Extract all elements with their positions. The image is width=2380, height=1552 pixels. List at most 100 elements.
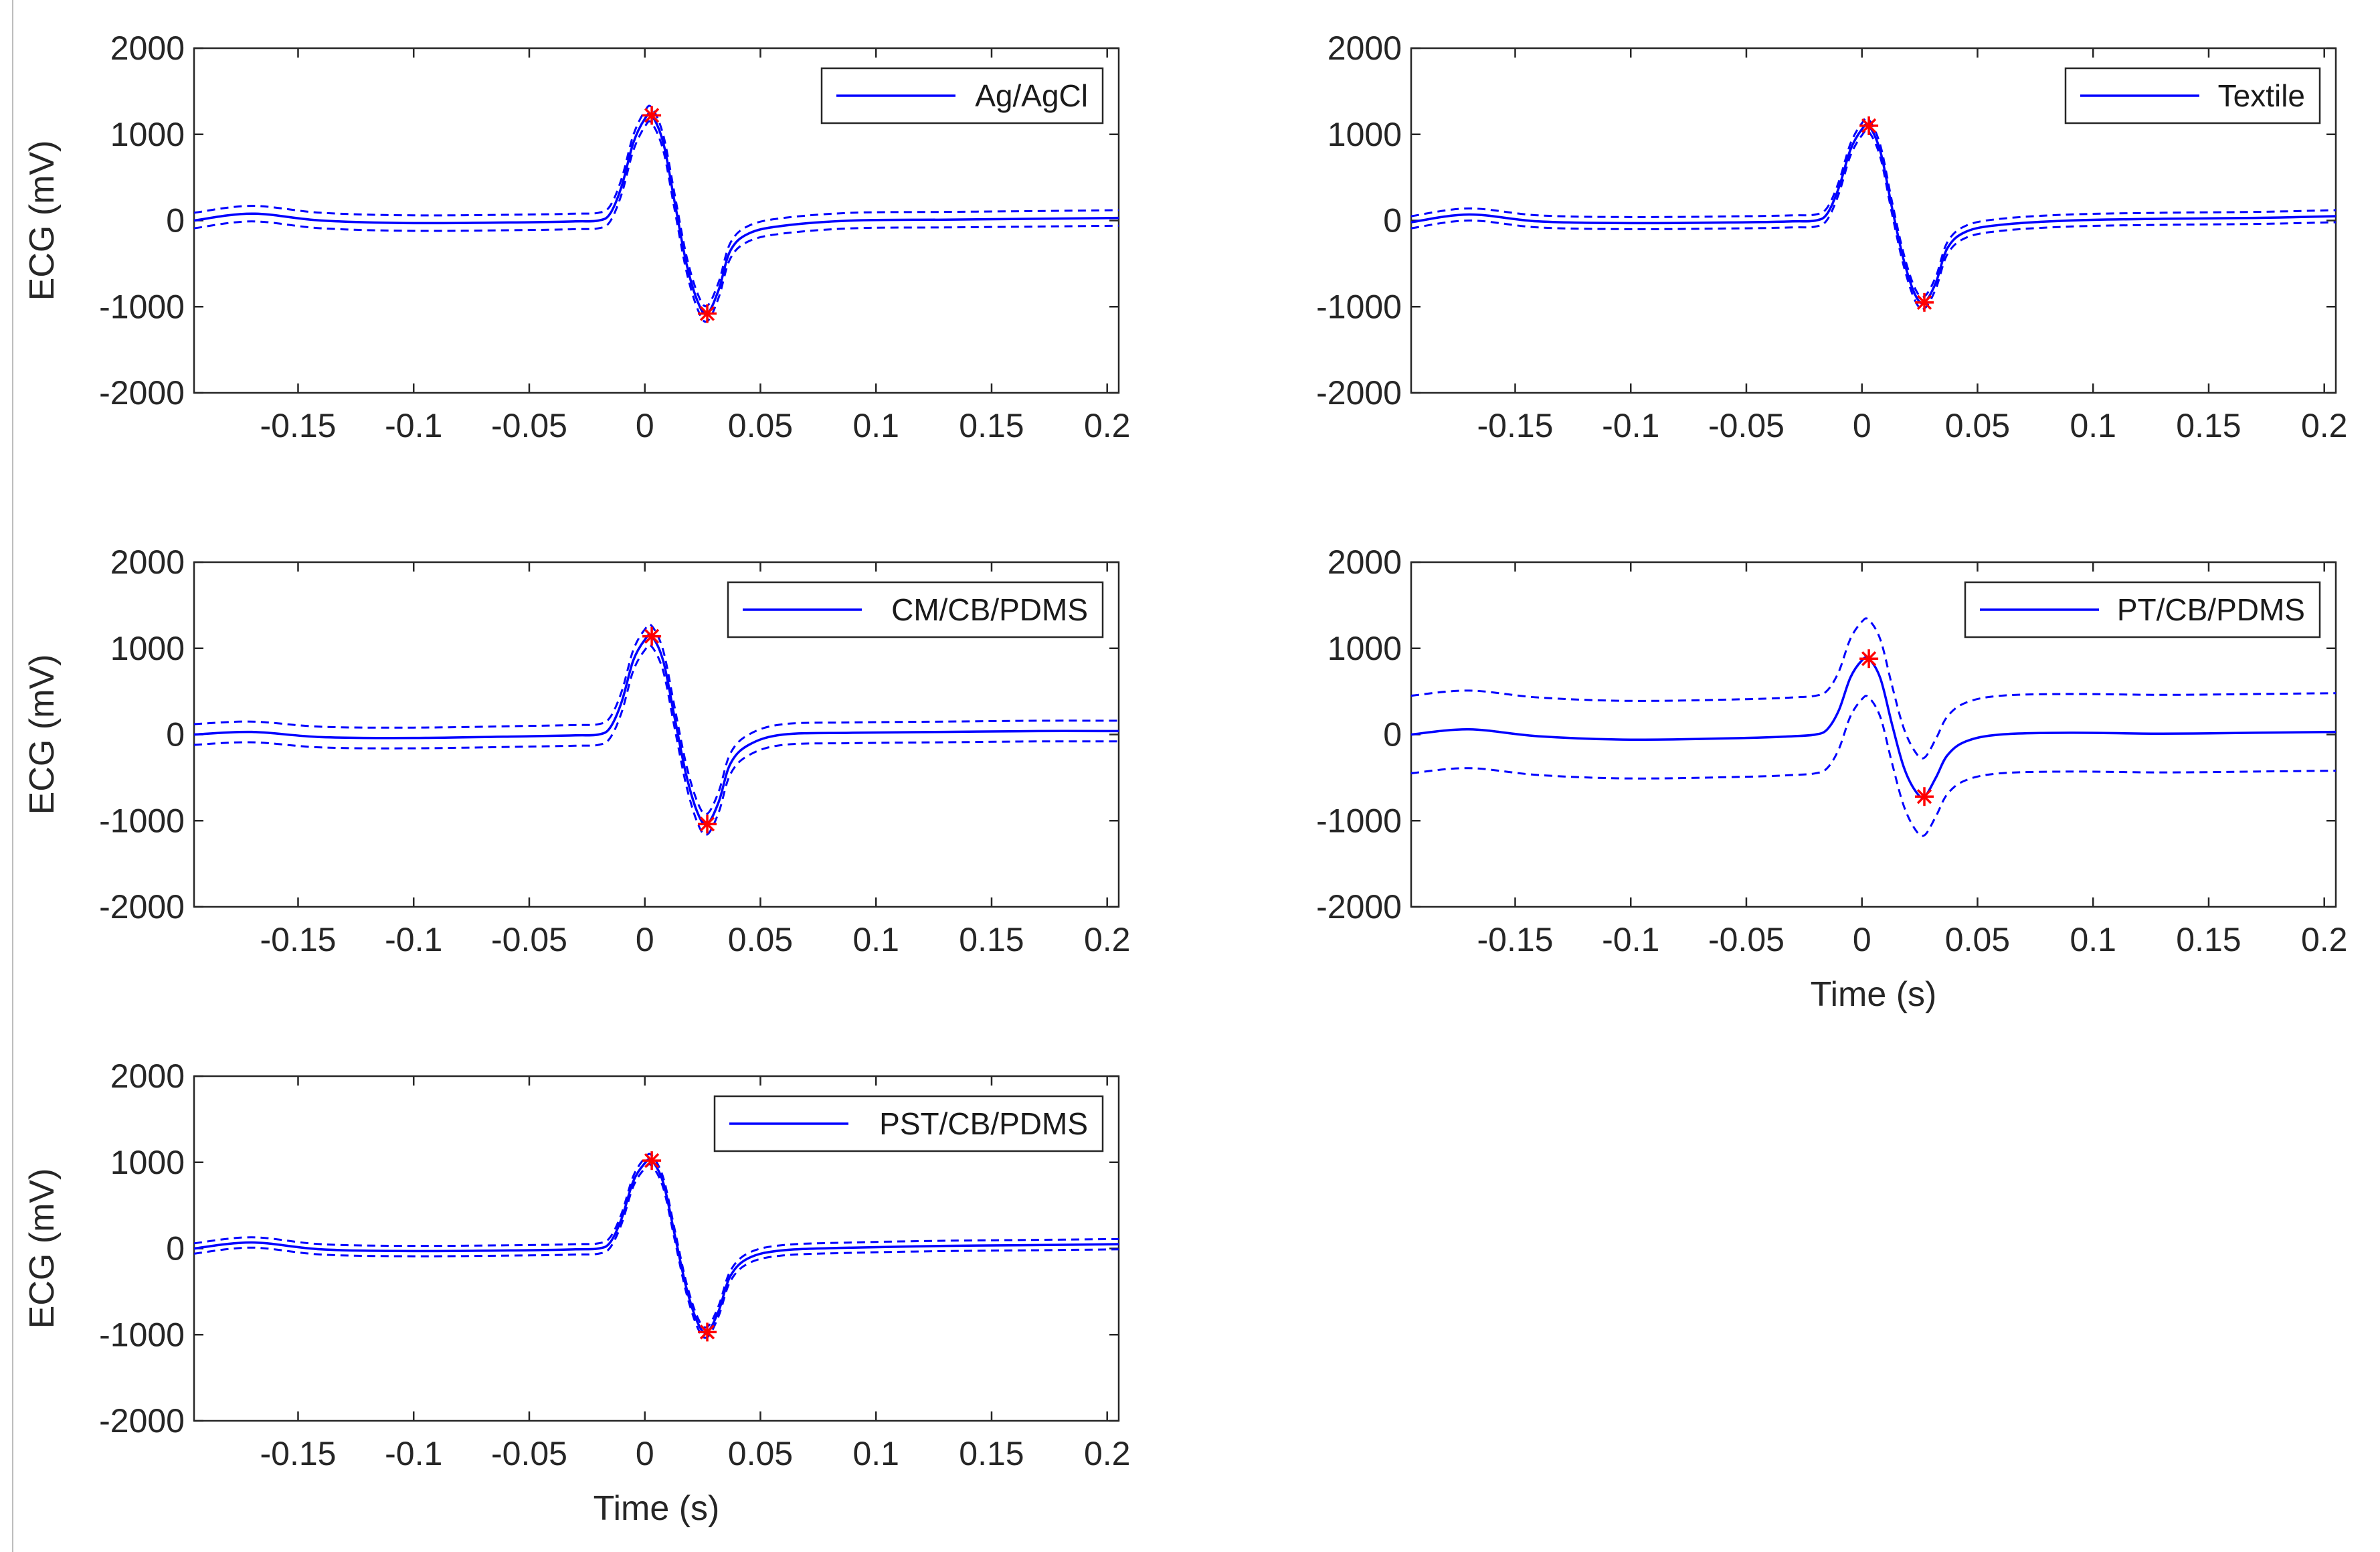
x-tick-label: 0.05 bbox=[728, 921, 793, 958]
upper-bound-line bbox=[1411, 617, 2336, 760]
x-tick-label: 0.1 bbox=[2070, 921, 2116, 958]
y-tick-label: -2000 bbox=[99, 888, 185, 926]
y-tick-label: 1000 bbox=[1328, 630, 1402, 667]
y-tick-label: -1000 bbox=[1316, 802, 1402, 839]
y-tick-label: -1000 bbox=[1316, 288, 1402, 325]
x-tick-label: -0.1 bbox=[385, 407, 442, 444]
plot-area bbox=[194, 623, 1119, 837]
y-tick-label: 0 bbox=[166, 716, 185, 754]
y-tick-label: 2000 bbox=[110, 543, 185, 581]
s-peak-marker bbox=[698, 304, 717, 323]
x-tick-label: 0.2 bbox=[1084, 1435, 1131, 1472]
legend: CM/CB/PDMS bbox=[727, 581, 1104, 638]
x-tick-label: -0.1 bbox=[385, 921, 442, 958]
mean-ecg-line bbox=[194, 633, 1119, 826]
x-tick-label: -0.05 bbox=[1708, 921, 1784, 958]
s-peak-marker bbox=[698, 814, 717, 834]
lower-bound-line bbox=[194, 1163, 1119, 1339]
y-tick-label: 2000 bbox=[110, 1057, 185, 1095]
r-peak-marker bbox=[642, 626, 662, 646]
legend-label: PT/CB/PDMS bbox=[2117, 592, 2305, 627]
lower-bound-line bbox=[194, 644, 1119, 837]
legend: Ag/AgCl bbox=[820, 67, 1104, 124]
x-tick-label: 0.1 bbox=[852, 1435, 899, 1472]
x-tick-label: -0.1 bbox=[1602, 407, 1659, 444]
y-tick-label: 0 bbox=[1383, 716, 1402, 754]
ecg-panel-1: -2000 -1000 0 1000 2000 -0.15 -0.1 -0.05 0 0.05 0.… bbox=[23, 29, 1130, 444]
r-peak-marker bbox=[642, 106, 662, 125]
ecg-panel-5: -2000 -1000 0 1000 2000 -0.15 -0.1 -0.05 0 0.05 0.… bbox=[23, 1057, 1130, 1528]
y-tick-label: -1000 bbox=[99, 288, 185, 325]
plot-area bbox=[1411, 116, 2336, 312]
lower-bound-line bbox=[1411, 128, 2336, 311]
x-tick-label: 0.05 bbox=[728, 407, 793, 444]
mean-ecg-line bbox=[194, 1158, 1119, 1334]
x-tick-label: -0.05 bbox=[491, 1435, 567, 1472]
y-tick-label: 0 bbox=[166, 202, 185, 240]
x-tick-label: 0 bbox=[1853, 407, 1871, 444]
ecg-panel-3: -2000 -1000 0 1000 2000 -0.15 -0.1 -0.05 0 0.05 0.… bbox=[23, 543, 1130, 958]
y-tick-label: -1000 bbox=[99, 1316, 185, 1353]
upper-bound-line bbox=[1411, 116, 2336, 298]
s-peak-marker bbox=[698, 1322, 717, 1342]
ecg-panel-4: -2000 -1000 0 1000 2000 -0.15 -0.1 -0.05 0 0.05 0.… bbox=[1316, 543, 2347, 1014]
plot-area bbox=[194, 1151, 1119, 1342]
x-tick-label: -0.15 bbox=[1477, 407, 1553, 444]
y-tick-label: 1000 bbox=[110, 116, 185, 153]
legend-label: CM/CB/PDMS bbox=[891, 592, 1088, 627]
y-tick-label: 1000 bbox=[110, 630, 185, 667]
r-peak-marker bbox=[1859, 116, 1879, 135]
x-tick-label: 0.05 bbox=[1945, 407, 2010, 444]
mean-ecg-line bbox=[194, 112, 1119, 316]
x-axis-label: Time (s) bbox=[593, 1489, 720, 1528]
legend: PST/CB/PDMS bbox=[713, 1095, 1104, 1152]
x-tick-label: -0.1 bbox=[385, 1435, 442, 1472]
y-tick-label: 0 bbox=[166, 1230, 185, 1268]
lower-bound-line bbox=[1411, 695, 2336, 837]
x-tick-label: 0.05 bbox=[728, 1435, 793, 1472]
x-tick-label: 0.15 bbox=[2176, 407, 2241, 444]
ecg-panel-2: -2000 -1000 0 1000 2000 -0.15 -0.1 -0.05 0 0.05 0.… bbox=[1316, 29, 2347, 444]
legend-label: PST/CB/PDMS bbox=[879, 1106, 1088, 1141]
x-tick-label: -0.1 bbox=[1602, 921, 1659, 958]
x-tick-label: 0.2 bbox=[1084, 921, 1131, 958]
x-tick-label: 0 bbox=[1853, 921, 1871, 958]
x-tick-label: 0.15 bbox=[959, 407, 1024, 444]
s-peak-marker bbox=[1915, 292, 1934, 312]
x-tick-label: -0.15 bbox=[260, 921, 336, 958]
x-tick-label: 0.15 bbox=[959, 1435, 1024, 1472]
y-tick-label: 2000 bbox=[1328, 543, 1402, 581]
upper-bound-line bbox=[194, 1152, 1119, 1329]
x-tick-label: 0 bbox=[636, 921, 654, 958]
y-tick-label: 2000 bbox=[110, 29, 185, 67]
x-tick-label: 0.15 bbox=[959, 921, 1024, 958]
y-axis-label: ECG (mV) bbox=[23, 655, 62, 815]
x-tick-label: -0.15 bbox=[260, 407, 336, 444]
y-tick-label: 2000 bbox=[1328, 29, 1402, 67]
y-tick-label: 1000 bbox=[110, 1144, 185, 1181]
legend-label: Ag/AgCl bbox=[975, 78, 1088, 113]
x-tick-label: 0 bbox=[636, 1435, 654, 1472]
plot-area bbox=[1411, 617, 2336, 837]
legend: Textile bbox=[2064, 67, 2321, 124]
legend-label: Textile bbox=[2218, 78, 2305, 113]
s-peak-marker bbox=[1915, 787, 1934, 806]
upper-bound-line bbox=[194, 104, 1119, 308]
x-tick-label: 0.05 bbox=[1945, 921, 2010, 958]
x-tick-label: 0.2 bbox=[1084, 407, 1131, 444]
y-tick-label: -2000 bbox=[99, 374, 185, 412]
plot-area bbox=[194, 104, 1119, 323]
x-axis-label: Time (s) bbox=[1811, 975, 1937, 1014]
y-axis-label: ECG (mV) bbox=[23, 141, 62, 301]
y-tick-label: -2000 bbox=[1316, 374, 1402, 412]
x-tick-label: -0.15 bbox=[260, 1435, 336, 1472]
upper-bound-line bbox=[194, 623, 1119, 816]
y-tick-label: -2000 bbox=[99, 1402, 185, 1440]
x-tick-label: -0.15 bbox=[1477, 921, 1553, 958]
x-tick-label: 0.15 bbox=[2176, 921, 2241, 958]
mean-ecg-line bbox=[1411, 656, 2336, 798]
x-tick-label: 0.1 bbox=[852, 921, 899, 958]
y-tick-label: 1000 bbox=[1328, 116, 1402, 153]
r-peak-marker bbox=[1859, 649, 1879, 669]
